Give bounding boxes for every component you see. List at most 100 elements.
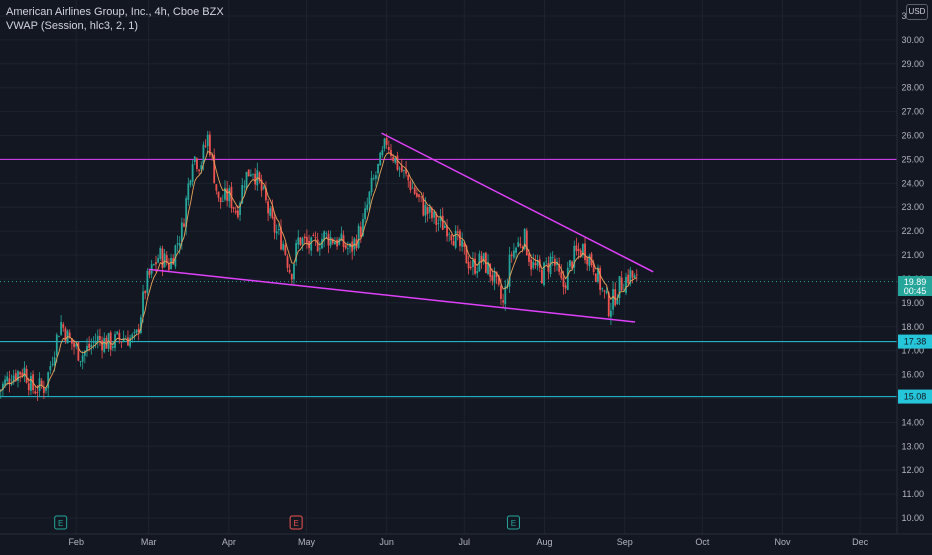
price-tick-label: 29.00 <box>901 59 924 69</box>
candle-body <box>612 289 614 310</box>
candle-body <box>96 335 99 342</box>
price-tick-label: 12.00 <box>901 465 924 475</box>
time-tick-label: Apr <box>222 537 236 547</box>
trend-line[interactable] <box>381 132 654 273</box>
candle-body <box>280 227 282 250</box>
candle-body <box>249 174 252 177</box>
candle-body <box>329 236 332 246</box>
candle-body <box>86 345 88 352</box>
candle-body <box>310 237 313 251</box>
candle-body <box>232 207 235 209</box>
candle-body <box>68 332 71 338</box>
price-tick-label: 22.00 <box>901 226 924 236</box>
candle-body <box>573 245 576 268</box>
candle-body <box>221 201 224 202</box>
candle-body <box>146 270 149 293</box>
candle-body <box>170 257 172 269</box>
candle-body <box>517 242 520 247</box>
earnings-marker-label: E <box>293 519 298 528</box>
candle-body <box>415 193 418 197</box>
horizontal-levels[interactable] <box>0 158 897 398</box>
time-axis[interactable]: Feb Mar Apr May Jun Jul Aug Sep Oct Nov Dec <box>68 537 868 547</box>
trend-lines[interactable] <box>148 132 654 323</box>
candle-body <box>383 138 386 149</box>
candle-body <box>452 241 455 246</box>
candle-body <box>271 205 274 218</box>
candle-body <box>472 259 474 267</box>
price-tick-label: 28.00 <box>901 83 924 93</box>
time-tick-label: Aug <box>536 537 552 547</box>
candle-body <box>558 263 561 272</box>
candle-body <box>245 171 248 189</box>
candle-body <box>448 233 451 235</box>
candle-body <box>260 179 263 191</box>
currency-badge[interactable]: USD <box>906 4 928 20</box>
candle-body <box>174 245 177 267</box>
price-tick-label: 14.00 <box>901 417 924 427</box>
price-tick-label: 11.00 <box>902 489 924 499</box>
candle-body <box>172 258 175 265</box>
candle-body <box>159 247 162 259</box>
candle-body <box>45 387 47 391</box>
candle-body <box>394 157 397 163</box>
level-badge-label: 17.38 <box>904 337 927 347</box>
candle-body <box>500 285 502 300</box>
candle-body <box>616 299 619 304</box>
earnings-marker[interactable] <box>506 515 520 530</box>
candle-body <box>403 169 405 171</box>
candle-body <box>42 386 45 393</box>
candle-body <box>620 277 623 291</box>
trend-line[interactable] <box>148 268 636 323</box>
candle-body <box>64 328 67 342</box>
candle-body <box>101 340 103 351</box>
indicator-title[interactable]: VWAP (Session, hlc3, 2, 1) <box>6 20 139 32</box>
candle-body <box>191 164 194 182</box>
candle-body <box>340 233 343 241</box>
candle-body <box>519 243 522 246</box>
candle-body <box>584 243 586 260</box>
bar-countdown: 00:45 <box>904 286 927 296</box>
candle-body <box>504 286 507 305</box>
candle-body <box>168 262 170 270</box>
candle-body <box>247 169 250 177</box>
candle-body <box>122 338 125 342</box>
price-labels: 19.89 00:45 17.38 15.08 <box>898 276 932 404</box>
candle-body <box>405 168 407 174</box>
candle-body <box>435 213 438 226</box>
symbol-title[interactable]: American Airlines Group, Inc., 4h, Cboe … <box>6 6 224 18</box>
candle-body <box>290 274 293 280</box>
candle-body <box>461 240 464 247</box>
candle-body <box>370 177 373 193</box>
candle-body <box>413 187 416 194</box>
candle-body <box>374 175 377 179</box>
candle-body <box>277 228 280 231</box>
candle-body <box>336 239 338 247</box>
candle-body <box>224 187 226 200</box>
candle-body <box>144 291 147 294</box>
candle-body <box>355 239 358 249</box>
candle-body <box>58 336 60 338</box>
candle-body <box>185 198 188 228</box>
candle-body <box>239 202 241 215</box>
candle-body <box>456 231 459 233</box>
candle-body <box>564 285 567 289</box>
candle-body <box>381 149 384 156</box>
candle-body <box>51 364 54 365</box>
time-tick-label: Feb <box>68 537 84 547</box>
candle-body <box>566 267 569 290</box>
candle-body <box>463 242 466 247</box>
candle-body <box>219 197 222 203</box>
candle-body <box>614 289 617 306</box>
candle-body <box>284 244 287 255</box>
earnings-marker[interactable] <box>289 515 303 530</box>
candle-body <box>465 245 468 264</box>
candle-body <box>318 248 321 250</box>
earnings-marker[interactable] <box>54 515 68 530</box>
candle-body <box>228 188 231 202</box>
candle-body <box>316 239 319 251</box>
candle-body <box>334 241 336 245</box>
price-tick-label: 13.00 <box>901 441 924 451</box>
